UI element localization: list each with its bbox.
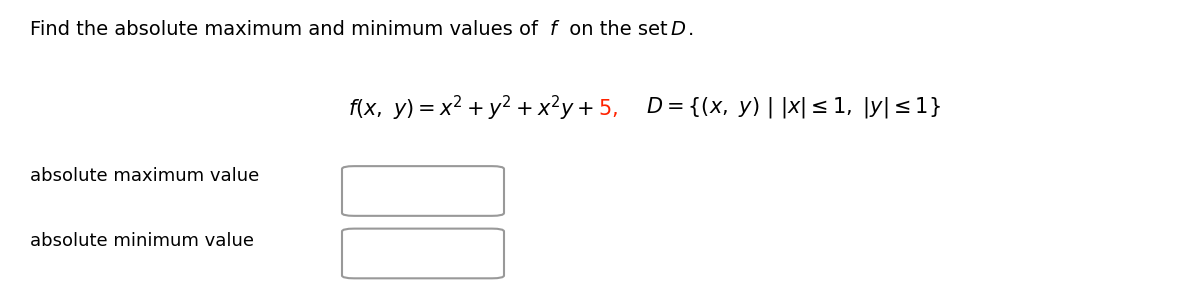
- Text: absolute maximum value: absolute maximum value: [30, 167, 259, 185]
- Text: on the set: on the set: [563, 20, 673, 39]
- Text: .: .: [688, 20, 694, 39]
- Text: f: f: [550, 20, 557, 39]
- Text: $5,$: $5,$: [598, 97, 618, 119]
- FancyBboxPatch shape: [342, 229, 504, 278]
- Text: $D = \left\{(x,\ y)\ \middle|\ |x| \leq 1,\ |y| \leq 1\right\}$: $D = \left\{(x,\ y)\ \middle|\ |x| \leq …: [646, 95, 941, 120]
- Text: Find the absolute maximum and minimum values of: Find the absolute maximum and minimum va…: [30, 20, 545, 39]
- Text: D: D: [671, 20, 686, 39]
- FancyBboxPatch shape: [342, 166, 504, 216]
- Text: $f(x,\ y) = x^2 + y^2 + x^2y + $: $f(x,\ y) = x^2 + y^2 + x^2y + $: [348, 93, 594, 122]
- Text: absolute minimum value: absolute minimum value: [30, 232, 254, 250]
